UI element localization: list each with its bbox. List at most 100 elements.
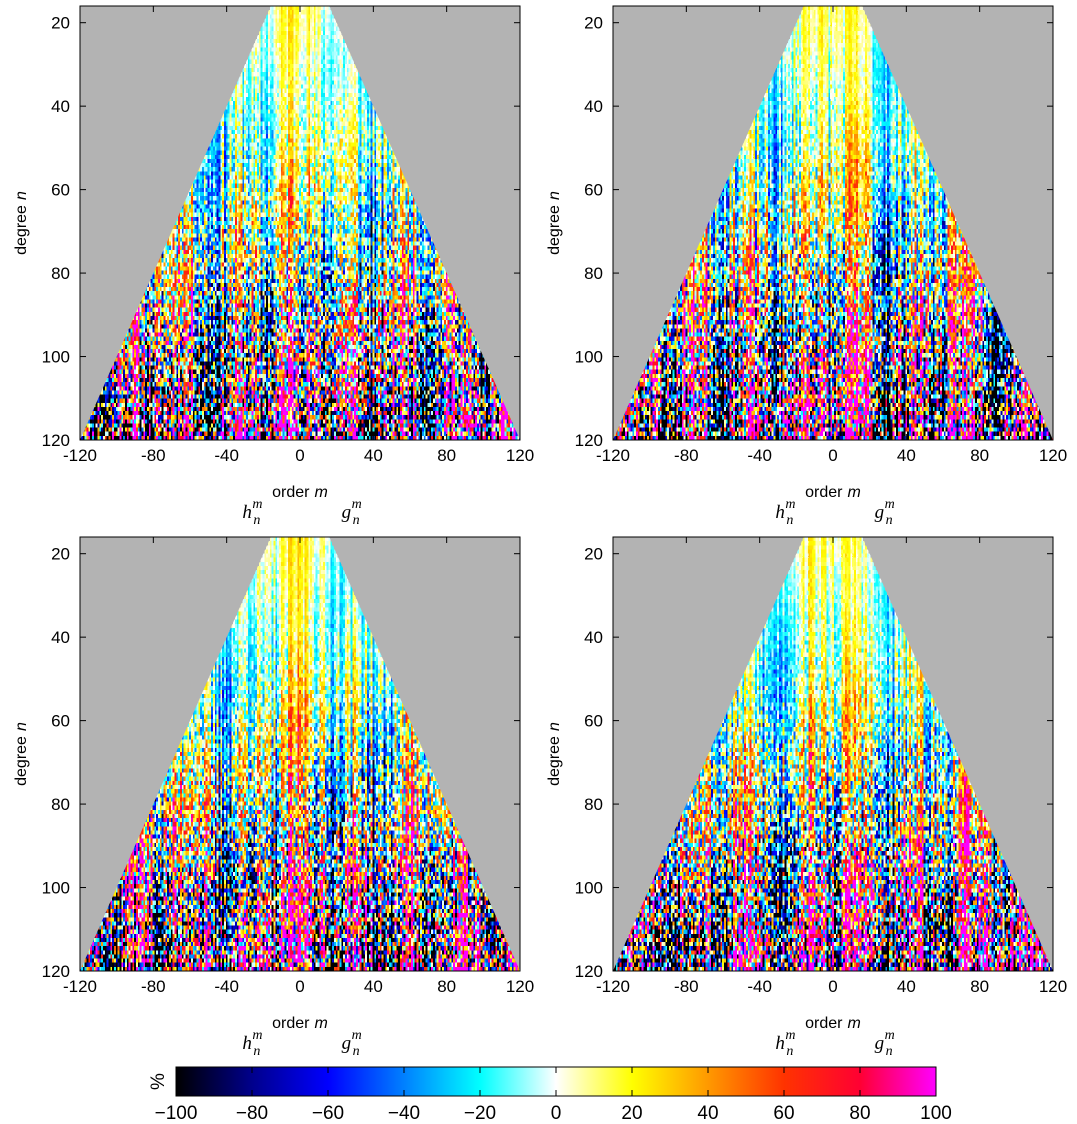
coef-label-h: h mn: [775, 497, 795, 528]
coef-letter-g: g: [875, 1033, 885, 1054]
x-tick-label: 120: [1039, 977, 1067, 996]
y-axis-label-var: n: [546, 191, 563, 200]
x-tick-label: 120: [506, 446, 534, 465]
x-tick-label: 0: [295, 446, 304, 465]
coef-letter-h: h: [242, 502, 252, 523]
x-tick-label: 80: [970, 446, 989, 465]
coef-letter-g: g: [342, 502, 352, 523]
y-tick-label: 120: [575, 431, 603, 450]
y-tick-label: 100: [575, 879, 603, 898]
panel-1: -120 -80 -40 0 40 80 12020406080100120degreeno…: [13, 5, 534, 528]
y-tick-label: 80: [584, 264, 603, 283]
x-tick-label: -80: [141, 977, 166, 996]
x-tick-label: -40: [214, 446, 239, 465]
panel-3: -120 -80 -40 0 40 80 12020406080100120degreeno…: [13, 536, 534, 1059]
x-tick-label: 80: [437, 977, 456, 996]
x-axis-label-var: m: [315, 1015, 328, 1032]
coef-superscript: m: [352, 1028, 362, 1043]
y-tick-label: 20: [584, 545, 603, 564]
x-tick-label: -120: [596, 977, 630, 996]
y-tick-label: 100: [42, 879, 70, 898]
y-tick-label: 20: [51, 14, 70, 33]
x-tick-label: 40: [364, 977, 383, 996]
colorbar-tick-label: 20: [621, 1103, 642, 1124]
colorbar-tick-label: −20: [464, 1103, 496, 1124]
y-tick-label: 40: [584, 97, 603, 116]
colorbar-unit-label: %: [148, 1073, 169, 1090]
y-tick-label: 20: [584, 14, 603, 33]
y-tick-label: 60: [51, 712, 70, 731]
coef-letter-h: h: [775, 502, 785, 523]
x-tick-label: 80: [437, 446, 456, 465]
y-tick-label: 100: [575, 348, 603, 367]
x-axis-label-text: order: [805, 1015, 843, 1032]
coef-subscript: n: [353, 1044, 360, 1059]
coef-letter-g: g: [342, 1033, 352, 1054]
x-tick-label: 0: [828, 446, 837, 465]
y-tick-label: 120: [42, 431, 70, 450]
coef-label-g: g mn: [875, 1028, 895, 1059]
coef-letter-h: h: [242, 1033, 252, 1054]
x-tick-label: -40: [214, 977, 239, 996]
colorbar-tick-label: 100: [920, 1103, 952, 1124]
x-tick-label: 0: [828, 977, 837, 996]
x-tick-label: 0: [295, 977, 304, 996]
y-tick-label: 20: [51, 545, 70, 564]
colorbar-tick-label: −80: [236, 1103, 268, 1124]
x-axis-label: order m: [272, 484, 328, 501]
coef-subscript: n: [786, 1044, 793, 1059]
x-axis-label-text: order: [272, 484, 310, 501]
y-tick-label: 60: [51, 181, 70, 200]
coef-label-h: h mn: [242, 1028, 262, 1059]
x-axis-label-var: m: [848, 1015, 861, 1032]
colorbar-tick-label: −60: [312, 1103, 344, 1124]
colorbar-tick-label: 40: [697, 1103, 718, 1124]
coef-subscript: n: [786, 513, 793, 528]
y-tick-label: 40: [51, 97, 70, 116]
x-axis-label-var: m: [315, 484, 328, 501]
x-tick-label: 40: [364, 446, 383, 465]
y-tick-label: 40: [51, 628, 70, 647]
coef-subscript: n: [253, 513, 260, 528]
x-tick-label: 120: [1039, 446, 1067, 465]
x-tick-label: -40: [747, 446, 772, 465]
coef-label-h: h mn: [242, 497, 262, 528]
x-tick-label: -80: [674, 977, 699, 996]
y-axis-label: degree n: [546, 722, 563, 786]
y-axis-label-var: n: [13, 722, 30, 731]
x-tick-label: 80: [970, 977, 989, 996]
x-axis-label: order m: [805, 484, 861, 501]
y-tick-label: 80: [584, 795, 603, 814]
coef-superscript: m: [885, 497, 895, 512]
coef-superscript: m: [785, 497, 795, 512]
y-axis-label-var: n: [13, 191, 30, 200]
coef-subscript: n: [253, 1044, 260, 1059]
coef-label-g: g mn: [342, 1028, 362, 1059]
coef-label-h: h mn: [775, 1028, 795, 1059]
coef-superscript: m: [252, 497, 262, 512]
colorbar-tick-label: −100: [155, 1103, 198, 1124]
y-tick-label: 100: [42, 348, 70, 367]
colorbar-tick-label: 0: [551, 1103, 562, 1124]
coef-letter-h: h: [775, 1033, 785, 1054]
x-tick-label: -120: [63, 977, 97, 996]
coef-label-g: g mn: [875, 497, 895, 528]
y-tick-label: 40: [584, 628, 603, 647]
y-axis-label: degree n: [13, 191, 30, 255]
colorbar-tick-label: 60: [773, 1103, 794, 1124]
coef-subscript: n: [353, 513, 360, 528]
y-axis-label-text: degree: [13, 205, 30, 255]
colorbar-tick-label: 80: [849, 1103, 870, 1124]
coef-superscript: m: [352, 497, 362, 512]
x-axis-label-text: order: [272, 1015, 310, 1032]
colorbar-tick-label: −40: [388, 1103, 420, 1124]
y-axis-label: degree n: [546, 191, 563, 255]
x-tick-label: -80: [141, 446, 166, 465]
coef-superscript: m: [785, 1028, 795, 1043]
x-axis-label-var: m: [848, 484, 861, 501]
colorbar: −100 −80 −60 −40 −20 0 20 40 60 80 100%: [148, 1066, 952, 1124]
x-tick-label: -40: [747, 977, 772, 996]
y-tick-label: 120: [575, 962, 603, 981]
coef-label-g: g mn: [342, 497, 362, 528]
y-axis-label: degree n: [13, 722, 30, 786]
